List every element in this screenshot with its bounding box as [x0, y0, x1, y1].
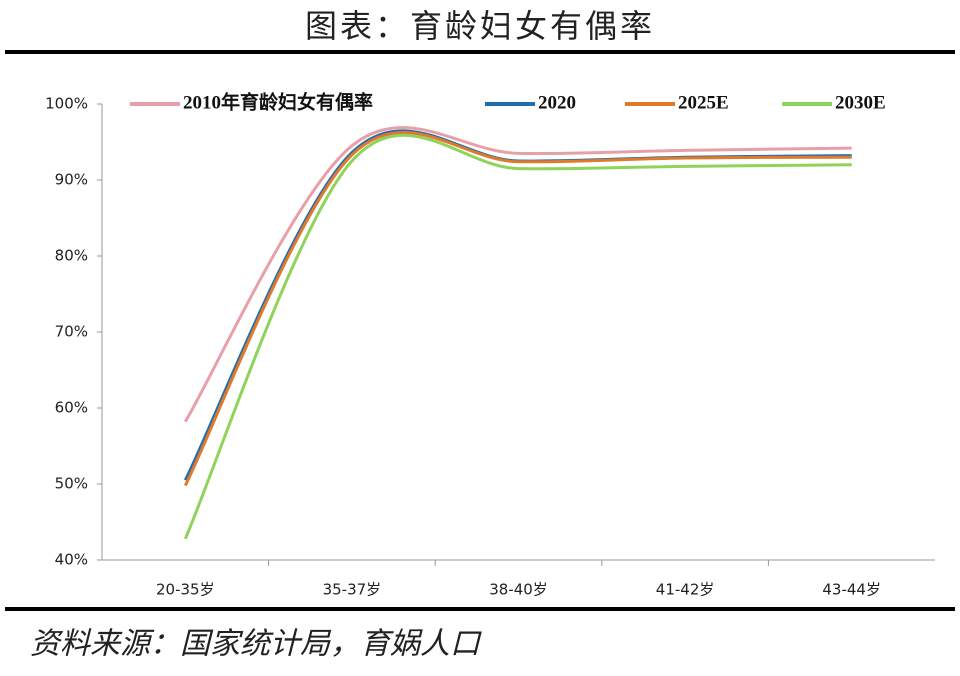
x-tick-label: 35-37岁 [323, 581, 382, 599]
series-line [183, 129, 852, 481]
source: 资料来源：国家统计局，育娲人口 [30, 627, 482, 662]
series-line [184, 126, 852, 423]
y-tick-label: 100% [45, 95, 88, 113]
y-tick-label: 40% [55, 551, 88, 569]
x-tick-label: 43-44岁 [822, 581, 881, 599]
legend-label: 2020 [538, 92, 576, 113]
legend-label: 2025E [678, 92, 729, 113]
x-tick-label: 38-40岁 [489, 581, 548, 599]
y-tick-label: 80% [55, 247, 88, 265]
top-rule [5, 50, 955, 54]
series-line [183, 131, 852, 487]
x-tick-label: 41-42岁 [656, 581, 715, 599]
legend-label: 2030E [835, 92, 886, 113]
bottom-rule [5, 607, 955, 611]
legend-label: 2010年育龄妇女有偶率 [183, 90, 373, 113]
y-tick-label: 70% [55, 323, 88, 341]
y-tick-label: 90% [55, 171, 88, 189]
x-tick-label: 20-35岁 [156, 581, 215, 599]
chart-title: 图表：育龄妇女有偶率 [305, 7, 655, 45]
y-tick-label: 60% [55, 399, 88, 417]
series-line [183, 133, 852, 540]
y-tick-label: 50% [55, 475, 88, 493]
